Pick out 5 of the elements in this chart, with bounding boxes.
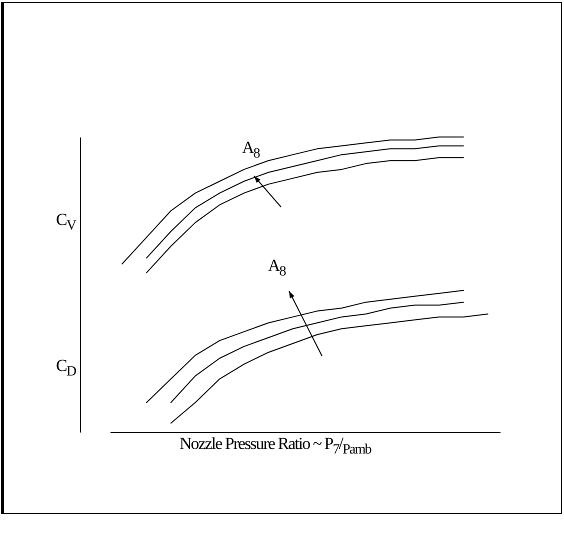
text: C$_{V}$: [56, 210, 76, 234]
annotation: A$_{8}$: [268, 256, 286, 280]
text: C$_{D}$: [56, 356, 76, 380]
annotation: A$_{8}$: [242, 138, 260, 162]
x-axis-title: Nozzle Pressure Ratio ~ P$_{7}$/$_{Pamb}$: [180, 434, 371, 458]
